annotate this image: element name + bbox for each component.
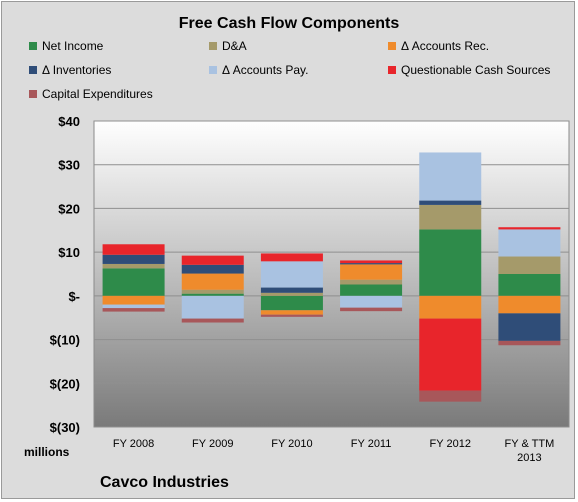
units-label: millions: [24, 445, 70, 459]
x-tick-label: FY 2011: [351, 438, 392, 450]
x-tick-label: FY 2009: [192, 438, 233, 450]
y-tick-label: $(20): [50, 376, 80, 391]
legend-swatch: [29, 42, 37, 50]
bar-segment-net-income: [260, 295, 323, 311]
bar-segment-accounts-rec: [498, 295, 561, 314]
bar-segment-capital-expenditures: [340, 307, 403, 312]
x-tick-label: FY & TTM: [505, 438, 555, 450]
legend-item-capital-expenditures: Capital Expenditures: [29, 87, 153, 101]
bar-segment-accounts-rec: [419, 295, 482, 319]
bar-segment-d-a: [340, 279, 403, 285]
y-tick-label: $-: [68, 289, 80, 304]
legend-label: Net Income: [42, 39, 104, 53]
legend-item-accounts-rec: Δ Accounts Rec.: [388, 39, 489, 53]
legend-label: Δ Inventories: [42, 63, 112, 77]
bar-segment-accounts-pay: [102, 304, 165, 309]
legend-item-questionable-cash-sources: Questionable Cash Sources: [388, 63, 550, 77]
bar-segment-accounts-pay: [419, 152, 482, 201]
legend-item-net-income: Net Income: [29, 39, 103, 53]
bar-segment-inventories: [260, 287, 323, 293]
bar-segment-questionable-cash-sources: [419, 318, 482, 391]
legend-item-accounts-pay: Δ Accounts Pay.: [209, 63, 309, 77]
bar-segment-net-income: [102, 268, 165, 296]
bar-segment-inventories: [498, 313, 561, 341]
plot-area: [93, 120, 570, 428]
bar-segment-accounts-rec: [102, 295, 165, 305]
bar-segment-net-income: [419, 229, 482, 296]
bar-segment-capital-expenditures: [260, 314, 323, 317]
bar-segment-net-income: [181, 293, 244, 296]
bar-segment-accounts-rec: [260, 310, 323, 315]
y-tick-label: $(10): [50, 333, 80, 348]
y-tick-label: $40: [58, 114, 80, 129]
y-tick-label: $10: [58, 245, 80, 260]
x-tick-label: FY 2010: [271, 438, 312, 450]
x-tick-label: FY 2008: [113, 438, 154, 450]
legend-swatch: [209, 42, 217, 50]
bar-segment-questionable-cash-sources: [102, 244, 165, 255]
legend-label: Δ Accounts Pay.: [222, 63, 309, 77]
y-tick-label: $20: [58, 201, 80, 216]
bar-segment-capital-expenditures: [419, 390, 482, 402]
bar-segment-net-income: [340, 284, 403, 296]
y-tick-label: $30: [58, 158, 80, 173]
legend-swatch: [29, 90, 37, 98]
legend-label: Capital Expenditures: [42, 87, 153, 101]
bar-segment-accounts-rec: [340, 264, 403, 280]
bar-segment-d-a: [102, 263, 165, 269]
bar-segment-inventories: [419, 200, 482, 205]
company-name: Cavco Industries: [100, 474, 229, 491]
legend-label: Questionable Cash Sources: [401, 63, 551, 77]
bar-segment-capital-expenditures: [498, 340, 561, 346]
legend-item-d-a: D&A: [209, 39, 247, 53]
bar-segment-accounts-pay: [181, 295, 244, 319]
bar-segment-d-a: [419, 204, 482, 230]
bar-segment-capital-expenditures: [181, 318, 244, 323]
legend-swatch: [209, 66, 217, 74]
bar-segment-questionable-cash-sources: [498, 227, 561, 230]
legend-label: Δ Accounts Rec.: [401, 39, 490, 53]
bar-segment-capital-expenditures: [102, 308, 165, 312]
bar-segment-questionable-cash-sources: [181, 255, 244, 265]
legend-swatch: [29, 66, 37, 74]
legend-item-inventories: Δ Inventories: [29, 63, 111, 77]
bar-segment-questionable-cash-sources: [260, 253, 323, 262]
bar-segment-inventories: [102, 254, 165, 264]
y-tick-label: $(30): [50, 420, 80, 435]
bar-segment-accounts-rec: [181, 273, 244, 290]
bar-segment-accounts-pay: [260, 261, 323, 288]
bar-segment-d-a: [498, 256, 561, 274]
bar-segment-accounts-pay: [340, 295, 403, 308]
chart-title: Free Cash Flow Components: [178, 15, 400, 32]
bar-segment-inventories: [340, 263, 403, 265]
bar-segment-d-a: [260, 292, 323, 296]
bar-segment-questionable-cash-sources: [340, 260, 403, 264]
bar-segment-net-income: [498, 274, 561, 296]
legend-swatch: [388, 42, 396, 50]
bar-segment-accounts-pay: [498, 229, 561, 257]
bar-segment-d-a: [181, 289, 244, 294]
x-tick-label: 2013: [517, 452, 541, 464]
bar-segment-inventories: [181, 264, 244, 274]
legend-label: D&A: [222, 39, 247, 53]
x-tick-label: FY 2012: [430, 438, 471, 450]
legend-swatch: [388, 66, 396, 74]
